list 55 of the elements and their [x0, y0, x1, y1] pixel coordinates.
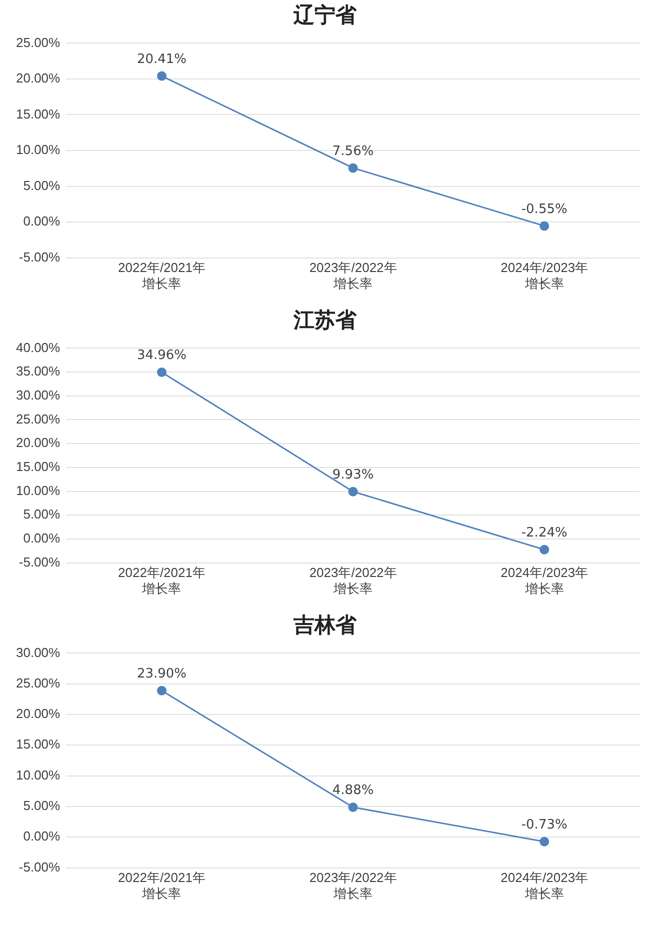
y-tick-label: 0.00%	[23, 214, 61, 229]
y-tick-label: 35.00%	[16, 364, 61, 379]
point	[540, 544, 550, 554]
y-tick-label: 25.00%	[16, 411, 61, 426]
point	[348, 802, 358, 812]
y-tick-label: 15.00%	[16, 106, 61, 122]
point	[540, 221, 550, 231]
y-tick-label: -5.00%	[18, 554, 61, 570]
data-label: 20.41%	[136, 52, 187, 67]
y-tick-label: 5.00%	[23, 178, 61, 193]
x-tick-label: 2024年/2023年增长率	[500, 260, 588, 291]
x-tick-label: 2024年/2023年增长率	[500, 870, 588, 901]
x-tick-label: 2022年/2021年增长率	[118, 565, 206, 596]
point	[156, 686, 166, 696]
y-tick-label: -5.00%	[18, 249, 61, 264]
y-tick-label: 30.00%	[16, 387, 61, 402]
point	[156, 367, 166, 377]
y-tick-label: 0.00%	[23, 530, 61, 546]
data-label: 4.88%	[332, 783, 374, 798]
y-tick-label: 10.00%	[16, 142, 61, 158]
chart-title: 江苏省	[292, 308, 358, 332]
y-tick-label: 5.00%	[23, 798, 61, 814]
point	[348, 163, 358, 173]
data-label: -0.73%	[521, 817, 568, 832]
y-tick-label: 25.00%	[16, 675, 61, 690]
point	[348, 486, 358, 496]
point	[156, 71, 166, 81]
y-tick-label: 20.00%	[16, 435, 61, 450]
data-label: -0.55%	[521, 202, 568, 217]
data-label: 7.56%	[332, 144, 374, 159]
y-tick-label: 15.00%	[16, 736, 61, 752]
chart-title: 辽宁省	[292, 3, 358, 28]
point	[540, 836, 550, 846]
data-label: -2.24%	[521, 526, 568, 541]
y-tick-label: 25.00%	[16, 34, 61, 50]
data-label: 23.90%	[136, 666, 187, 682]
y-tick-label: 20.00%	[16, 706, 61, 722]
data-label: 34.96%	[136, 348, 187, 364]
y-tick-label: 10.00%	[16, 482, 61, 498]
data-label: 9.93%	[332, 467, 374, 482]
chart-title: 吉林省	[292, 613, 358, 638]
x-tick-label: 2022年/2021年增长率	[118, 260, 206, 291]
y-tick-label: 20.00%	[16, 70, 61, 86]
x-tick-label: 2022年/2021年增长率	[118, 870, 206, 901]
y-tick-label: -5.00%	[18, 859, 61, 874]
y-tick-label: 0.00%	[23, 828, 61, 844]
x-tick-label: 2023年/2022年增长率	[309, 565, 397, 596]
x-tick-label: 2023年/2022年增长率	[309, 260, 397, 291]
y-tick-label: 10.00%	[16, 767, 61, 782]
x-tick-label: 2024年/2023年增长率	[500, 565, 588, 596]
y-tick-label: 15.00%	[16, 459, 61, 474]
y-tick-label: 5.00%	[23, 506, 61, 522]
y-tick-label: 30.00%	[16, 644, 61, 660]
y-tick-label: 40.00%	[16, 340, 61, 355]
x-tick-label: 2023年/2022年增长率	[309, 870, 397, 901]
